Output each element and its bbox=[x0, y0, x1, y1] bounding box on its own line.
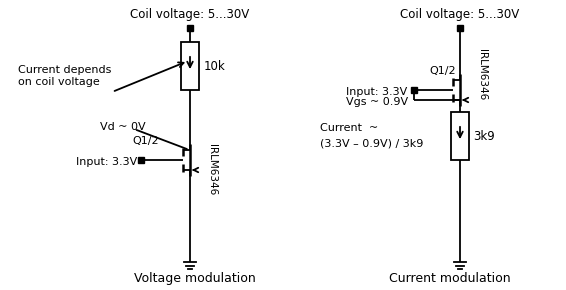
Bar bbox=[181, 42, 199, 90]
Text: (3.3V – 0.9V) / 3k9: (3.3V – 0.9V) / 3k9 bbox=[320, 139, 423, 149]
Text: IRLM6346: IRLM6346 bbox=[477, 49, 487, 101]
Text: Input: 3.3V: Input: 3.3V bbox=[346, 87, 408, 97]
Text: 3k9: 3k9 bbox=[473, 130, 495, 142]
Text: Coil voltage: 5...30V: Coil voltage: 5...30V bbox=[130, 8, 250, 21]
Text: Vgs ~ 0.9V: Vgs ~ 0.9V bbox=[346, 97, 408, 107]
Text: Current  ~: Current ~ bbox=[320, 123, 378, 133]
Text: on coil voltage: on coil voltage bbox=[18, 77, 100, 87]
Text: Current modulation: Current modulation bbox=[389, 272, 511, 285]
Text: Vd ~ 0V: Vd ~ 0V bbox=[100, 122, 145, 132]
Text: Q1/2: Q1/2 bbox=[429, 66, 456, 76]
Text: 10k: 10k bbox=[204, 59, 226, 72]
Text: Current depends: Current depends bbox=[18, 65, 112, 75]
Text: Coil voltage: 5...30V: Coil voltage: 5...30V bbox=[400, 8, 520, 21]
Text: IRLM6346: IRLM6346 bbox=[207, 144, 217, 196]
Text: Q1/2: Q1/2 bbox=[132, 136, 158, 146]
Text: Input: 3.3V: Input: 3.3V bbox=[76, 157, 137, 167]
Bar bbox=[451, 112, 469, 160]
Text: Voltage modulation: Voltage modulation bbox=[134, 272, 256, 285]
